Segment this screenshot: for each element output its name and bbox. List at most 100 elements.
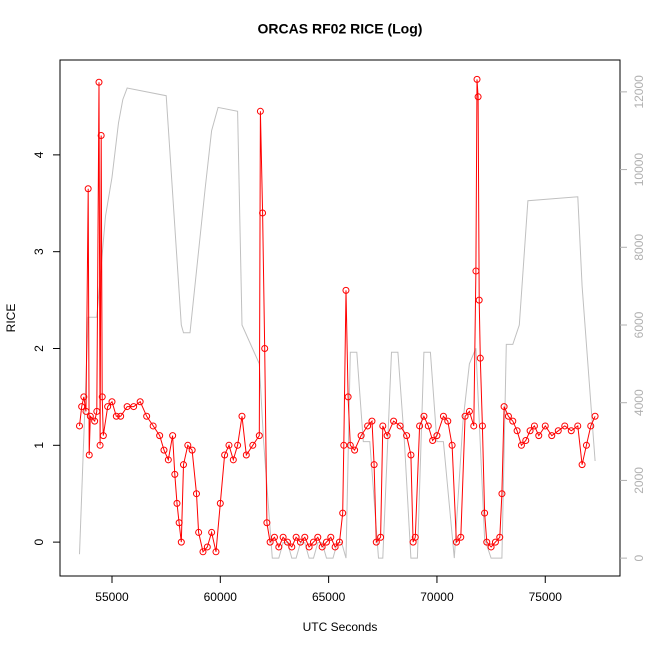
point <box>582 441 590 449</box>
point <box>266 538 274 546</box>
point <box>292 533 300 541</box>
point <box>439 412 447 420</box>
point <box>216 499 224 507</box>
point <box>379 422 387 430</box>
point <box>84 185 92 193</box>
point <box>424 422 432 430</box>
point <box>535 432 543 440</box>
point <box>351 446 359 454</box>
point <box>184 441 192 449</box>
y2-tick-label: 10000 <box>632 153 646 187</box>
point <box>86 412 94 420</box>
x-tick-label: 55000 <box>95 590 129 604</box>
point <box>188 446 196 454</box>
point <box>372 538 380 546</box>
y2-tick-label: 6000 <box>632 311 646 338</box>
point <box>171 470 179 478</box>
point <box>448 441 456 449</box>
point <box>143 412 151 420</box>
point <box>234 441 242 449</box>
y2-tick-label: 0 <box>632 554 646 561</box>
point <box>357 432 365 440</box>
point <box>548 432 556 440</box>
point <box>164 456 172 464</box>
point <box>342 286 350 294</box>
point <box>136 398 144 406</box>
point <box>117 412 125 420</box>
point <box>259 209 267 217</box>
point <box>346 441 354 449</box>
point <box>472 267 480 275</box>
point <box>509 417 517 425</box>
point <box>504 412 512 420</box>
point <box>322 538 330 546</box>
point <box>108 398 116 406</box>
point <box>263 519 271 527</box>
point <box>500 403 508 411</box>
point <box>574 422 582 430</box>
chart-title: ORCAS RF02 RICE (Log) <box>258 21 423 37</box>
point <box>305 543 313 551</box>
point <box>130 403 138 411</box>
point <box>314 533 322 541</box>
point <box>261 344 269 352</box>
point <box>522 436 530 444</box>
point <box>478 422 486 430</box>
point <box>221 451 229 459</box>
y-tick-label: 4 <box>32 151 46 158</box>
point <box>416 422 424 430</box>
point <box>175 519 183 527</box>
point <box>242 451 250 459</box>
point <box>104 403 112 411</box>
x-tick-label: 75000 <box>529 590 563 604</box>
point <box>78 403 86 411</box>
point <box>212 548 220 556</box>
point <box>473 75 481 83</box>
point <box>95 78 103 86</box>
point <box>275 543 283 551</box>
point <box>368 417 376 425</box>
point <box>587 422 595 430</box>
point <box>591 412 599 420</box>
point <box>179 461 187 469</box>
y2-tick-label: 4000 <box>632 389 646 416</box>
point <box>173 499 181 507</box>
point <box>279 533 287 541</box>
point <box>192 490 200 498</box>
point <box>517 441 525 449</box>
point <box>112 412 120 420</box>
point <box>199 548 207 556</box>
point <box>309 538 317 546</box>
point <box>390 417 398 425</box>
point <box>444 417 452 425</box>
point <box>301 533 309 541</box>
y2-tick-label: 8000 <box>632 234 646 261</box>
series-line <box>79 79 596 553</box>
point <box>255 432 263 440</box>
point <box>249 441 257 449</box>
point <box>420 412 428 420</box>
point <box>481 509 489 517</box>
point <box>97 132 105 140</box>
point <box>169 432 177 440</box>
point <box>238 412 246 420</box>
point <box>476 354 484 362</box>
point <box>578 461 586 469</box>
x-tick-label: 70000 <box>420 590 454 604</box>
y-tick-label: 1 <box>32 442 46 449</box>
point <box>296 538 304 546</box>
point <box>403 432 411 440</box>
point <box>283 538 291 546</box>
point <box>335 538 343 546</box>
point <box>99 432 107 440</box>
point <box>93 407 101 415</box>
point <box>496 533 504 541</box>
y-tick-label: 2 <box>32 345 46 352</box>
point <box>195 528 203 536</box>
point <box>461 412 469 420</box>
point <box>470 422 478 430</box>
point <box>541 422 549 430</box>
y-tick-label: 3 <box>32 248 46 255</box>
point <box>270 533 278 541</box>
